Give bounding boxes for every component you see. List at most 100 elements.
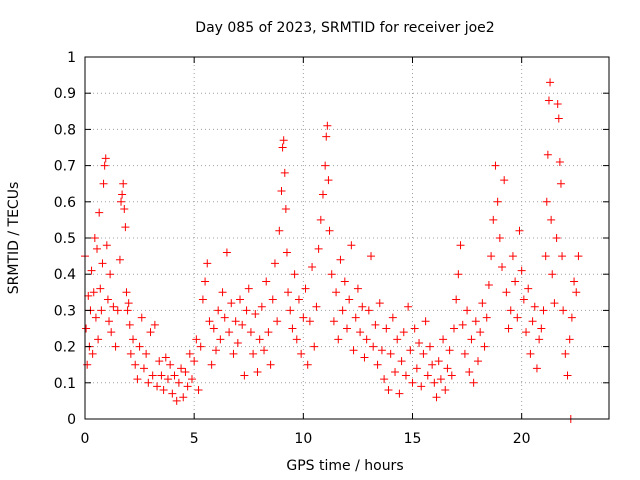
data-point [358,302,367,311]
data-point [278,143,287,152]
y-tick-label: 0.4 [54,267,76,283]
data-point [484,281,493,290]
data-point [447,371,456,380]
data-point [537,324,546,333]
data-point [345,295,354,304]
data-point [87,266,96,275]
data-point [469,378,478,387]
data-point [360,353,369,362]
data-point [244,284,253,293]
data-point [519,295,528,304]
y-tick-label: 0.8 [54,122,76,138]
data-point [347,241,356,250]
data-point [334,335,343,344]
y-tick-label: 1 [67,50,76,66]
data-point [292,335,301,344]
data-point [321,161,330,170]
data-point [229,349,238,358]
data-point [222,248,231,257]
data-point [517,266,526,275]
data-point [546,78,555,87]
data-point [495,234,504,242]
data-point [150,320,159,329]
data-point [325,226,334,235]
data-point [260,346,269,355]
data-point [129,335,138,344]
data-point [554,114,563,123]
data-point [253,367,262,376]
data-point [504,324,513,333]
data-point [340,277,349,286]
data-point [157,371,166,380]
data-point [362,335,371,344]
data-point [120,205,129,214]
data-point [384,386,393,395]
data-point [553,100,562,109]
data-point [323,121,332,130]
data-point [231,317,240,326]
data-point [137,313,146,322]
y-tick-label: 0.5 [54,231,76,247]
data-point [380,375,389,384]
data-point [542,197,551,206]
data-point [98,259,107,268]
data-point [436,375,445,384]
data-point [563,371,572,380]
data-point [417,382,426,391]
data-point [480,342,489,351]
data-point [203,259,212,268]
data-point [454,270,463,279]
data-point [240,371,249,380]
data-point [314,244,323,253]
data-point [82,324,91,333]
data-point [332,288,341,297]
data-point [294,295,303,304]
data-point [434,357,443,366]
data-point [463,306,472,315]
data-point [375,299,384,308]
data-point [172,396,181,405]
data-point [214,306,223,315]
data-point [227,299,236,308]
x-tick-label: 10 [294,431,312,447]
data-point [336,255,345,264]
data-point [133,375,142,384]
data-point [163,375,172,384]
data-point [264,328,273,337]
data-point [327,270,336,279]
data-point [103,295,112,304]
data-point [373,360,382,369]
data-point [561,349,570,358]
data-point [526,349,535,358]
data-point [170,371,179,380]
data-point [96,284,105,293]
data-point [367,252,376,261]
y-tick-label: 0.6 [54,195,76,211]
data-point [487,252,496,261]
data-point [84,291,93,300]
data-point [364,306,373,315]
data-point [155,357,164,366]
data-point [539,306,548,315]
data-point [574,252,583,261]
data-point [428,360,437,369]
data-point [386,349,395,358]
data-point [432,393,441,402]
data-point [303,360,312,369]
data-point [109,302,118,311]
data-point [131,360,140,369]
data-point [251,310,260,319]
data-point [179,393,188,402]
data-point [491,161,500,170]
data-point [142,349,151,358]
data-point [89,288,98,297]
data-point [508,252,517,261]
data-point [351,313,360,322]
data-point [111,342,120,351]
data-point [225,328,234,337]
data-point [94,335,103,344]
data-point [410,324,419,333]
data-point [548,270,557,279]
data-point [430,378,439,387]
data-point [181,367,190,376]
